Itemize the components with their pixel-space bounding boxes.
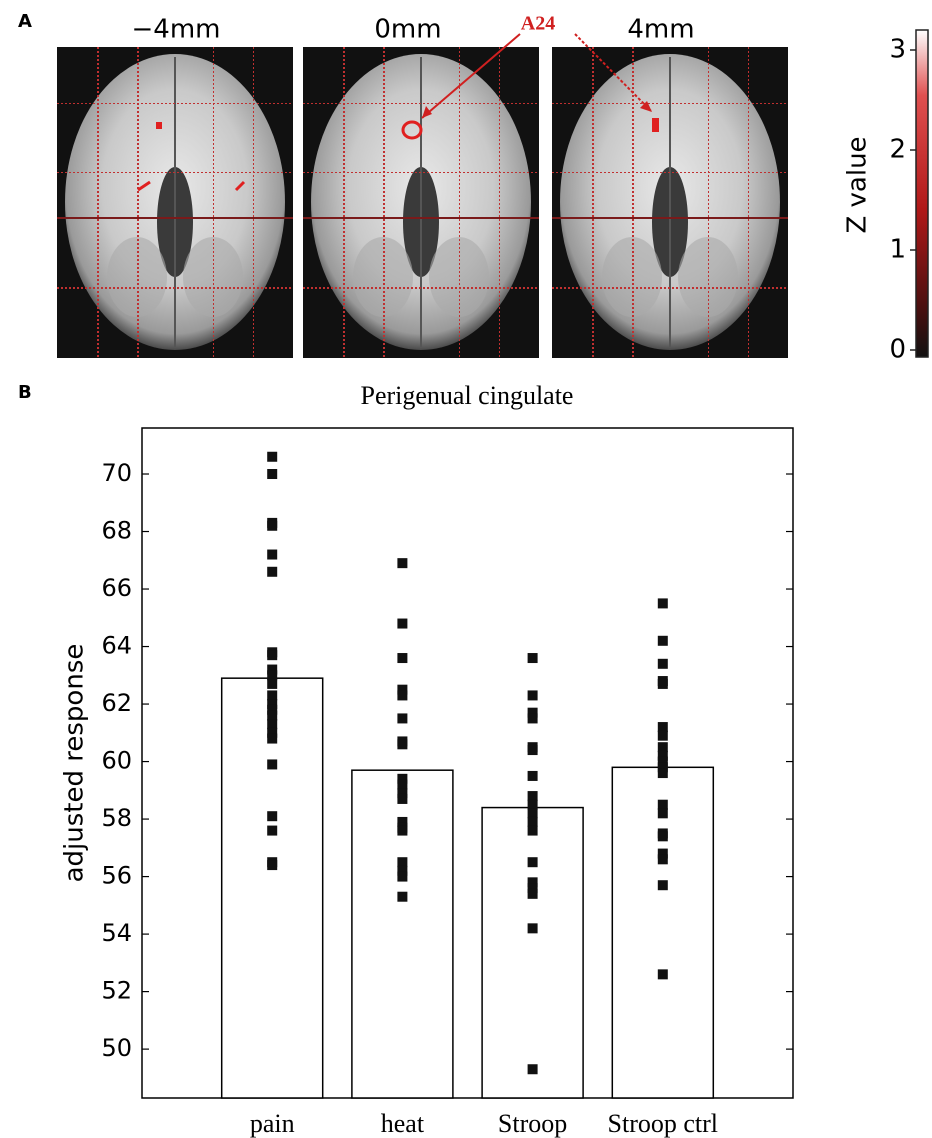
data-point <box>658 636 668 646</box>
y-tick-label: 62 <box>101 689 132 717</box>
data-point <box>267 759 277 769</box>
data-point <box>267 734 277 744</box>
data-point <box>528 857 538 867</box>
y-tick-label: 70 <box>101 459 132 487</box>
colorbar-tick-label: 3 <box>889 35 906 65</box>
data-point <box>528 923 538 933</box>
plot: 50 52 54 56 58 60 62 64 66 68 70 pain heat Stroop Stro… <box>101 428 793 1138</box>
data-point <box>658 808 668 818</box>
data-point <box>267 670 277 680</box>
data-point <box>267 650 277 660</box>
data-point <box>528 791 538 801</box>
brain-slice <box>552 47 788 358</box>
data-point <box>658 800 668 810</box>
y-axis-label: adjusted response <box>60 644 90 883</box>
data-point <box>658 742 668 752</box>
data-point <box>658 722 668 732</box>
data-point <box>397 794 407 804</box>
data-point <box>397 558 407 568</box>
data-point <box>658 768 668 778</box>
y-tick-label: 58 <box>101 804 132 832</box>
data-point <box>658 659 668 669</box>
data-point <box>658 831 668 841</box>
y-tick-label: 68 <box>101 517 132 545</box>
data-point <box>528 800 538 810</box>
data-point <box>267 860 277 870</box>
annotation: A24 <box>521 13 555 35</box>
data-point <box>267 452 277 462</box>
data-point <box>397 857 407 867</box>
data-point <box>528 808 538 818</box>
page: { "panel_a": { "panel_label": "A", "slic… <box>0 0 932 1138</box>
data-point <box>658 598 668 608</box>
data-point <box>397 872 407 882</box>
data-point <box>528 1064 538 1074</box>
colorbar-tick-label: 0 <box>889 335 906 365</box>
data-point <box>267 567 277 577</box>
data-point <box>397 780 407 790</box>
data-point <box>397 713 407 723</box>
data-point <box>267 690 277 700</box>
y-tick-label: 56 <box>101 862 132 890</box>
brain-slice <box>57 47 293 358</box>
data-point <box>267 811 277 821</box>
y-tick-label: 50 <box>101 1034 132 1062</box>
data-point <box>397 826 407 836</box>
bar <box>482 808 583 1098</box>
data-point <box>528 817 538 827</box>
slice-label: 4mm <box>627 15 694 45</box>
data-point <box>528 826 538 836</box>
data-point <box>267 469 277 479</box>
data-point <box>267 826 277 836</box>
colorbar-tick-label: 2 <box>889 135 906 165</box>
colorbar <box>916 30 928 357</box>
data-point <box>658 969 668 979</box>
data-point <box>528 690 538 700</box>
panel-label: A <box>18 11 32 32</box>
data-point <box>528 745 538 755</box>
brain-slice <box>303 47 539 358</box>
y-tick-label: 54 <box>101 919 132 947</box>
data-point <box>528 889 538 899</box>
colorbar-label: Z value <box>843 136 873 233</box>
panel-label: B <box>18 382 32 403</box>
data-point <box>528 771 538 781</box>
y-tick-label: 60 <box>101 747 132 775</box>
data-point <box>658 731 668 741</box>
data-point <box>397 739 407 749</box>
data-point <box>267 711 277 721</box>
figure: A −4mm 0mm 4mm A24 Z value B Perigenual … <box>0 0 932 1138</box>
data-point <box>658 679 668 689</box>
data-point <box>397 892 407 902</box>
data-point <box>658 880 668 890</box>
x-tick-label: Stroop <box>498 1109 567 1138</box>
activation <box>156 122 162 129</box>
colorbar-scale <box>916 30 928 357</box>
data-point <box>267 679 277 689</box>
data-point <box>397 690 407 700</box>
x-tick-label: heat <box>381 1109 425 1138</box>
data-point <box>397 653 407 663</box>
y-tick-label: 52 <box>101 977 132 1005</box>
y-tick-label: 64 <box>101 632 132 660</box>
colorbar-tick-label: 1 <box>889 235 906 265</box>
data-point <box>267 521 277 531</box>
x-tick-label: Stroop ctrl <box>608 1109 719 1138</box>
data-point <box>528 653 538 663</box>
data-point <box>267 719 277 729</box>
slice-label: 0mm <box>374 15 441 45</box>
chart-title: Perigenual cingulate <box>361 381 574 410</box>
data-point <box>397 619 407 629</box>
y-tick-label: 66 <box>101 574 132 602</box>
data-point <box>658 854 668 864</box>
data-point <box>528 713 538 723</box>
data-point <box>267 550 277 560</box>
slice-label: −4mm <box>132 15 221 45</box>
activation <box>652 118 659 132</box>
x-tick-label: pain <box>250 1109 295 1138</box>
